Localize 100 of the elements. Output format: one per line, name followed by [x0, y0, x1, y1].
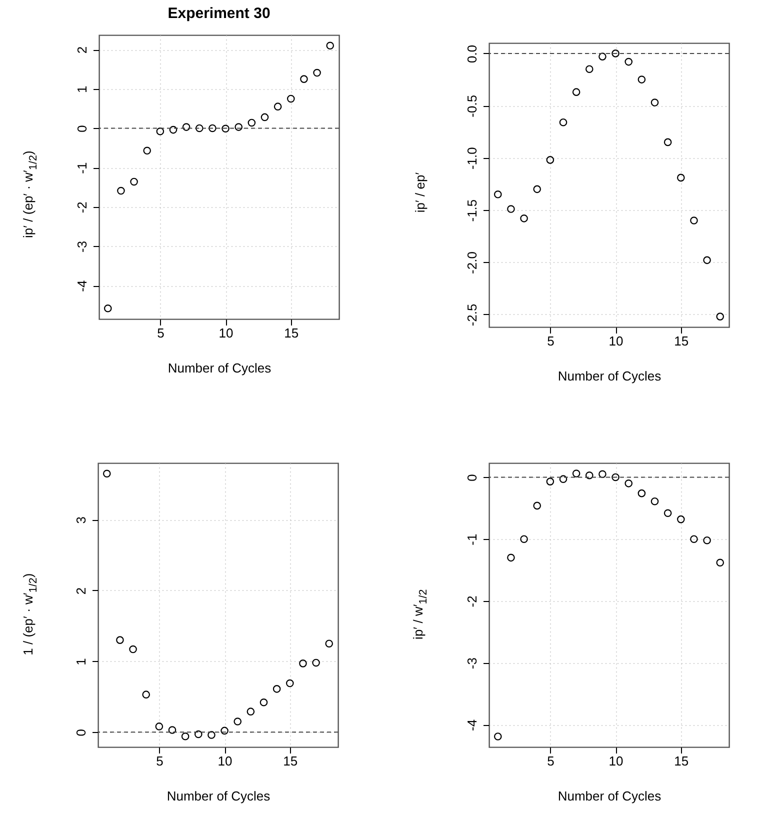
- x-axis-title: Number of Cycles: [558, 788, 662, 804]
- point: [650, 98, 659, 106]
- point: [676, 174, 685, 182]
- point: [234, 718, 242, 726]
- x-axis-title: Number of Cycles: [166, 788, 271, 804]
- point: [494, 190, 502, 198]
- y-tick-label: 0: [74, 125, 90, 132]
- y-tick-label: -1.5: [464, 199, 480, 222]
- point: [650, 497, 659, 506]
- point: [274, 102, 282, 110]
- x-tick-label: 10: [218, 754, 232, 768]
- point: [222, 124, 230, 133]
- x-tick-label: 5: [547, 334, 554, 348]
- point: [572, 88, 580, 96]
- y-tick-label: 2: [74, 587, 88, 595]
- point: [494, 732, 502, 740]
- point: [585, 471, 594, 480]
- point: [102, 470, 111, 478]
- y-tick-label: -4: [74, 280, 90, 292]
- point: [168, 726, 176, 734]
- point: [248, 118, 256, 127]
- x-tick-label: 15: [284, 326, 299, 340]
- point: [156, 127, 164, 136]
- y-tick-label: -2.5: [464, 304, 480, 326]
- y-tick-label: -2: [74, 202, 90, 214]
- point: [260, 698, 268, 706]
- point: [520, 214, 528, 222]
- point: [142, 690, 150, 698]
- y-tick-label: -3: [74, 240, 90, 253]
- point: [690, 535, 698, 543]
- y-tick-label: 0: [74, 729, 88, 736]
- point: [572, 470, 580, 478]
- x-tick-label: 15: [674, 754, 689, 768]
- point: [234, 123, 243, 131]
- x-axis-title: Number of Cycles: [168, 360, 272, 376]
- point: [638, 76, 646, 84]
- point: [638, 489, 646, 498]
- point: [676, 515, 685, 524]
- x-tick-label: 10: [608, 334, 624, 348]
- point: [117, 186, 125, 195]
- point: [208, 124, 216, 132]
- y-tick-label: -2: [464, 596, 480, 608]
- point: [664, 138, 672, 146]
- point: [220, 726, 228, 735]
- y-tick-label: 2: [74, 46, 90, 54]
- y-tick-label: -1.0: [464, 147, 480, 170]
- point: [300, 75, 308, 83]
- point: [546, 156, 554, 164]
- y-tick-label: -4: [464, 719, 480, 732]
- point: [182, 123, 190, 131]
- y-tick-label: -0.5: [464, 94, 480, 118]
- point: [299, 660, 307, 668]
- point: [155, 722, 164, 730]
- point: [129, 645, 137, 654]
- y-tick-label: 1: [74, 658, 88, 666]
- point: [664, 509, 672, 518]
- y-tick-label: 1: [74, 86, 90, 94]
- x-tick-label: 5: [156, 754, 164, 768]
- point: [325, 640, 334, 648]
- y-tick-label: 3: [74, 516, 88, 524]
- point: [612, 50, 620, 58]
- point: [326, 42, 334, 50]
- x-tick-label: 15: [674, 334, 689, 348]
- point: [104, 304, 112, 312]
- point: [208, 731, 216, 739]
- point: [260, 113, 269, 122]
- point: [507, 554, 515, 562]
- point: [716, 558, 724, 567]
- y-tick-label: -2.0: [464, 252, 480, 274]
- point: [598, 470, 606, 478]
- y-tick-label: -1: [464, 534, 480, 546]
- y-tick-label: -3: [464, 658, 480, 670]
- x-tick-label: 10: [218, 326, 234, 340]
- point: [286, 94, 295, 103]
- x-tick-label: 15: [283, 754, 298, 768]
- point: [313, 68, 321, 77]
- y-tick-label: 0: [464, 474, 480, 482]
- point: [312, 658, 320, 667]
- point: [130, 178, 138, 186]
- point: [559, 475, 568, 483]
- chart-title: Experiment 30: [168, 5, 270, 22]
- point: [624, 58, 633, 66]
- x-axis-title: Number of Cycles: [558, 368, 662, 384]
- point: [116, 636, 124, 644]
- x-tick-label: 5: [157, 326, 164, 340]
- point: [533, 502, 542, 510]
- point: [143, 146, 152, 155]
- y-axis-title: ip′ / ep′: [412, 171, 428, 215]
- point: [559, 118, 568, 126]
- x-tick-label: 10: [608, 754, 624, 768]
- point: [703, 256, 711, 264]
- point: [533, 185, 542, 194]
- x-tick-label: 5: [547, 754, 554, 768]
- point: [286, 679, 294, 688]
- point: [690, 216, 698, 224]
- point: [181, 732, 190, 740]
- point: [703, 536, 711, 544]
- y-tick-label: 0.0: [464, 44, 480, 63]
- point: [598, 52, 606, 60]
- point: [624, 480, 633, 488]
